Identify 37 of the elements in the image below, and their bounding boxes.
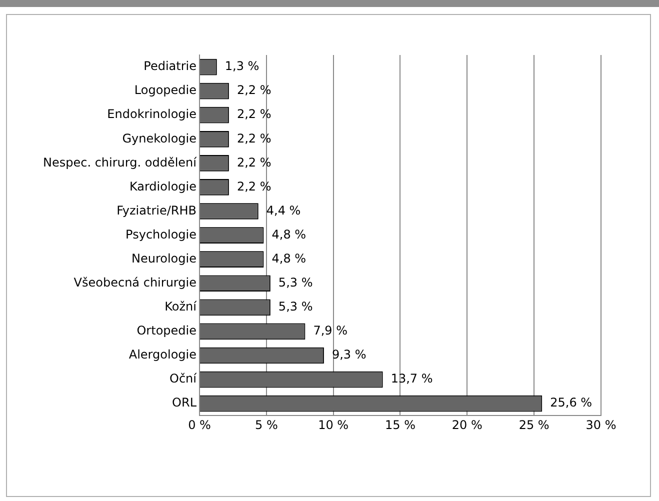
y-tick-label: Fyziatrie/RHB: [116, 203, 196, 218]
y-tick-label: ORL: [172, 396, 197, 410]
data-label: 2,2 %: [236, 155, 272, 170]
y-tick-label: Endokrinologie: [107, 107, 196, 122]
data-label: 2,2 %: [236, 107, 272, 122]
data-label: 2,2 %: [236, 179, 272, 194]
data-label: 5,3 %: [278, 276, 313, 290]
y-tick-label: Alergologie: [128, 348, 196, 362]
y-tick-label: Kožní: [164, 300, 198, 314]
y-tick-label: Nespec. chirurg. oddělení: [43, 155, 198, 170]
data-label: 1,3 %: [224, 59, 260, 74]
x-tick-label: 30 %: [586, 418, 616, 432]
data-label: 5,3 %: [278, 300, 313, 314]
y-tick-label: Logopedie: [134, 83, 196, 98]
y-tick-label: Psychologie: [126, 227, 196, 242]
data-label: 2,2 %: [236, 131, 272, 146]
y-tick-label: Neurologie: [132, 251, 196, 266]
data-label: 13,7 %: [390, 372, 433, 386]
y-tick-label: Ortopedie: [136, 324, 196, 338]
y-tick-label: Gynekologie: [122, 131, 196, 146]
x-tick-label: 0 %: [188, 418, 211, 432]
x-tick-label: 15 %: [385, 418, 416, 432]
y-tick-label: Všeobecná chirurgie: [74, 276, 196, 290]
data-label: 4,8 %: [272, 227, 306, 242]
data-label: 7,9 %: [313, 324, 348, 338]
data-label: 9,3 %: [332, 348, 366, 362]
x-tick-label: 20 %: [452, 418, 482, 432]
y-tick-label: Oční: [170, 372, 198, 386]
data-label: 4,8 %: [272, 251, 306, 266]
x-tick-label: 10 %: [318, 418, 349, 432]
y-tick-label: Pediatrie: [144, 59, 196, 74]
data-label: 4,4 %: [266, 203, 301, 218]
data-label: 2,2 %: [236, 83, 272, 98]
y-tick-label: Kardiologie: [129, 179, 196, 194]
x-tick-label: 25 %: [518, 418, 550, 432]
x-tick-label: 5 %: [254, 418, 278, 432]
data-label: 25,6 %: [550, 396, 592, 410]
